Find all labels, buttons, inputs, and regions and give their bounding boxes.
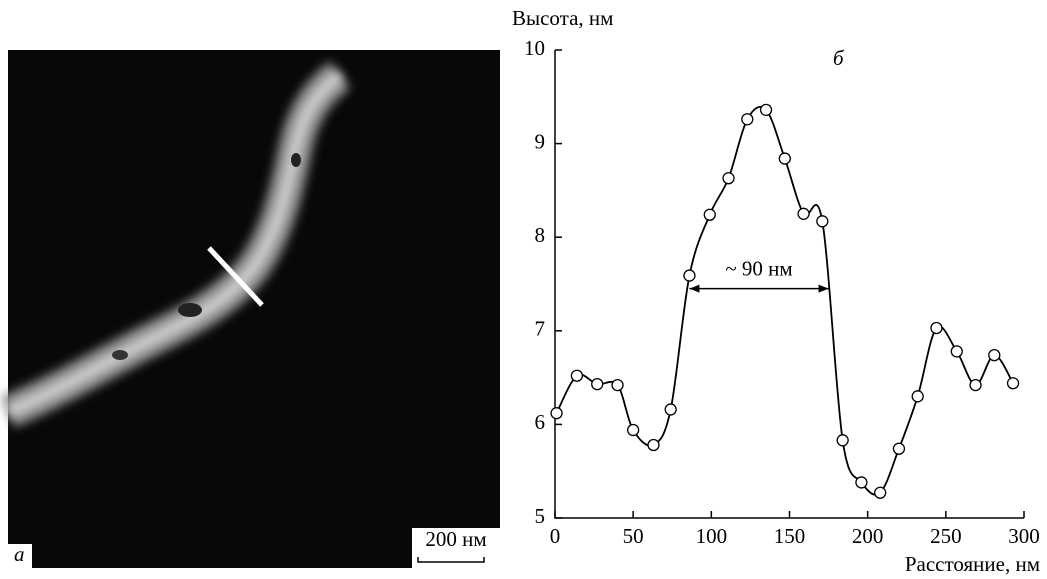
fiber-pore [112,350,128,360]
y-tick-label: 10 [524,36,545,60]
fiber-core [5,70,344,418]
x-tick-label: 250 [930,524,962,548]
data-point [627,423,640,437]
panel-label: а [14,542,25,566]
cut-line [207,246,264,307]
annotation-text: ~ 90 нм [725,256,792,280]
x-tick-label: 50 [623,524,644,548]
y-tick-label: 8 [535,223,546,247]
data-point [759,103,773,117]
data-point [664,403,677,416]
data-point [988,348,1001,362]
data-point [969,378,982,392]
label-box [8,544,32,568]
data-point [741,113,754,126]
y-tick-label: 7 [535,317,546,341]
data-point [591,378,604,391]
x-axis-label: Расстояние, нм [905,552,1040,576]
data-point [816,215,829,228]
y-tick-label: 9 [535,129,546,153]
data-point [570,369,584,382]
image-background [8,50,500,568]
data-point [647,438,660,452]
afm-image: а 200 нм [1,50,500,568]
data-point [836,434,849,447]
data-point [683,269,696,282]
y-tick-label: 6 [535,410,546,434]
data-point [855,476,868,489]
data-point [722,172,735,185]
scale-bar [417,557,485,563]
x-tick-label: 150 [774,524,806,548]
scale-bar-label: 200 нм [425,527,486,551]
data-point [950,345,963,358]
data-point [911,390,924,403]
x-tick-label: 100 [696,524,728,548]
panel-label: б [833,46,845,70]
fiber-pore [178,303,202,317]
data-point [892,442,906,455]
data-point [797,207,810,220]
x-tick-label: 300 [1008,524,1040,548]
data-point [930,321,943,335]
data-point [611,378,624,392]
x-tick-label: 200 [852,524,884,548]
data-point [1006,377,1020,390]
data-point [550,407,563,420]
data-point [874,486,887,499]
y-axis-label: Высота, нм [512,6,613,30]
data-point [778,152,791,165]
data-point [703,208,716,221]
x-tick-label: 0 [550,524,561,548]
axes [554,50,1024,519]
profile-line [555,106,1014,496]
y-tick-label: 5 [535,504,546,528]
fiber-pore [291,153,301,167]
